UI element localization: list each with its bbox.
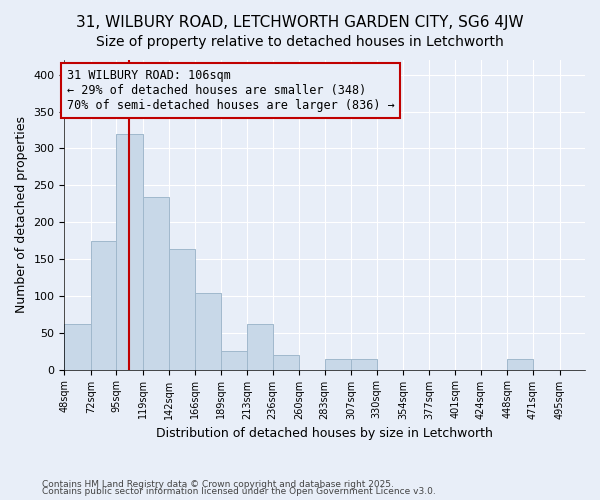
Bar	[325, 358, 351, 370]
Text: Size of property relative to detached houses in Letchworth: Size of property relative to detached ho…	[96, 35, 504, 49]
Bar	[221, 351, 247, 370]
Bar	[64, 324, 91, 370]
Y-axis label: Number of detached properties: Number of detached properties	[15, 116, 28, 314]
Text: Contains HM Land Registry data © Crown copyright and database right 2025.: Contains HM Land Registry data © Crown c…	[42, 480, 394, 489]
Bar	[143, 197, 169, 370]
Text: Contains public sector information licensed under the Open Government Licence v3: Contains public sector information licen…	[42, 487, 436, 496]
Bar	[508, 358, 533, 370]
Bar	[195, 293, 221, 370]
Bar	[169, 250, 195, 370]
Bar	[247, 324, 272, 370]
Bar	[116, 134, 143, 370]
Bar	[351, 358, 377, 370]
Bar	[91, 240, 116, 370]
Text: 31 WILBURY ROAD: 106sqm
← 29% of detached houses are smaller (348)
70% of semi-d: 31 WILBURY ROAD: 106sqm ← 29% of detache…	[67, 69, 394, 112]
Bar	[272, 355, 299, 370]
X-axis label: Distribution of detached houses by size in Letchworth: Distribution of detached houses by size …	[156, 427, 493, 440]
Text: 31, WILBURY ROAD, LETCHWORTH GARDEN CITY, SG6 4JW: 31, WILBURY ROAD, LETCHWORTH GARDEN CITY…	[76, 15, 524, 30]
